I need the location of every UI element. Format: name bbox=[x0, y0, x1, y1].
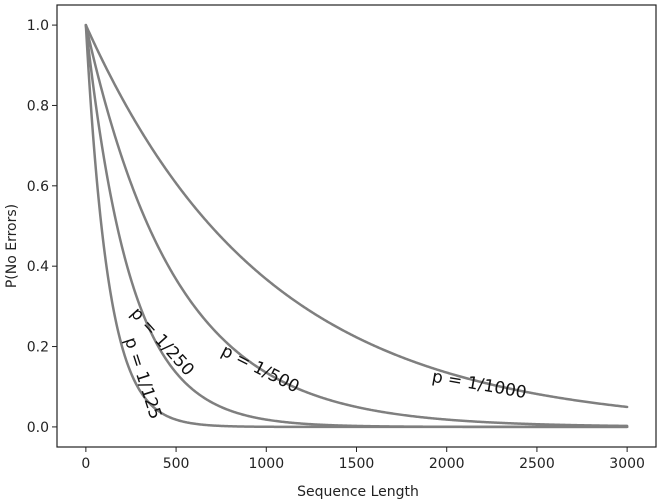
series-label: p = 1/500 bbox=[218, 341, 303, 397]
y-tick-label: 0.8 bbox=[27, 98, 49, 114]
y-tick-label: 0.0 bbox=[27, 420, 49, 436]
y-tick-label: 1.0 bbox=[27, 18, 49, 34]
y-tick-label: 0.6 bbox=[27, 179, 49, 195]
y-axis: 0.0 0.2 0.4 0.6 0.8 1.0 bbox=[27, 18, 57, 436]
y-tick-label: 0.2 bbox=[27, 340, 49, 356]
series-line bbox=[84, 23, 629, 429]
x-axis-label: Sequence Length bbox=[297, 484, 419, 500]
x-tick-label: 0 bbox=[81, 456, 90, 472]
series-curves bbox=[84, 23, 629, 429]
x-tick-label: 2500 bbox=[519, 456, 555, 472]
x-tick-label: 500 bbox=[163, 456, 190, 472]
series-label: p = 1/1000 bbox=[430, 367, 528, 403]
y-axis-label: P(No Errors) bbox=[4, 204, 20, 288]
series-line bbox=[84, 23, 629, 428]
x-tick-label: 2000 bbox=[429, 456, 465, 472]
series-line bbox=[84, 23, 629, 409]
x-tick-label: 1500 bbox=[339, 456, 375, 472]
y-tick-label: 0.4 bbox=[27, 259, 49, 275]
x-axis: 0 500 1000 1500 2000 2500 3000 bbox=[81, 447, 645, 472]
x-tick-label: 3000 bbox=[609, 456, 645, 472]
series-line bbox=[84, 23, 629, 429]
x-tick-label: 1000 bbox=[248, 456, 284, 472]
